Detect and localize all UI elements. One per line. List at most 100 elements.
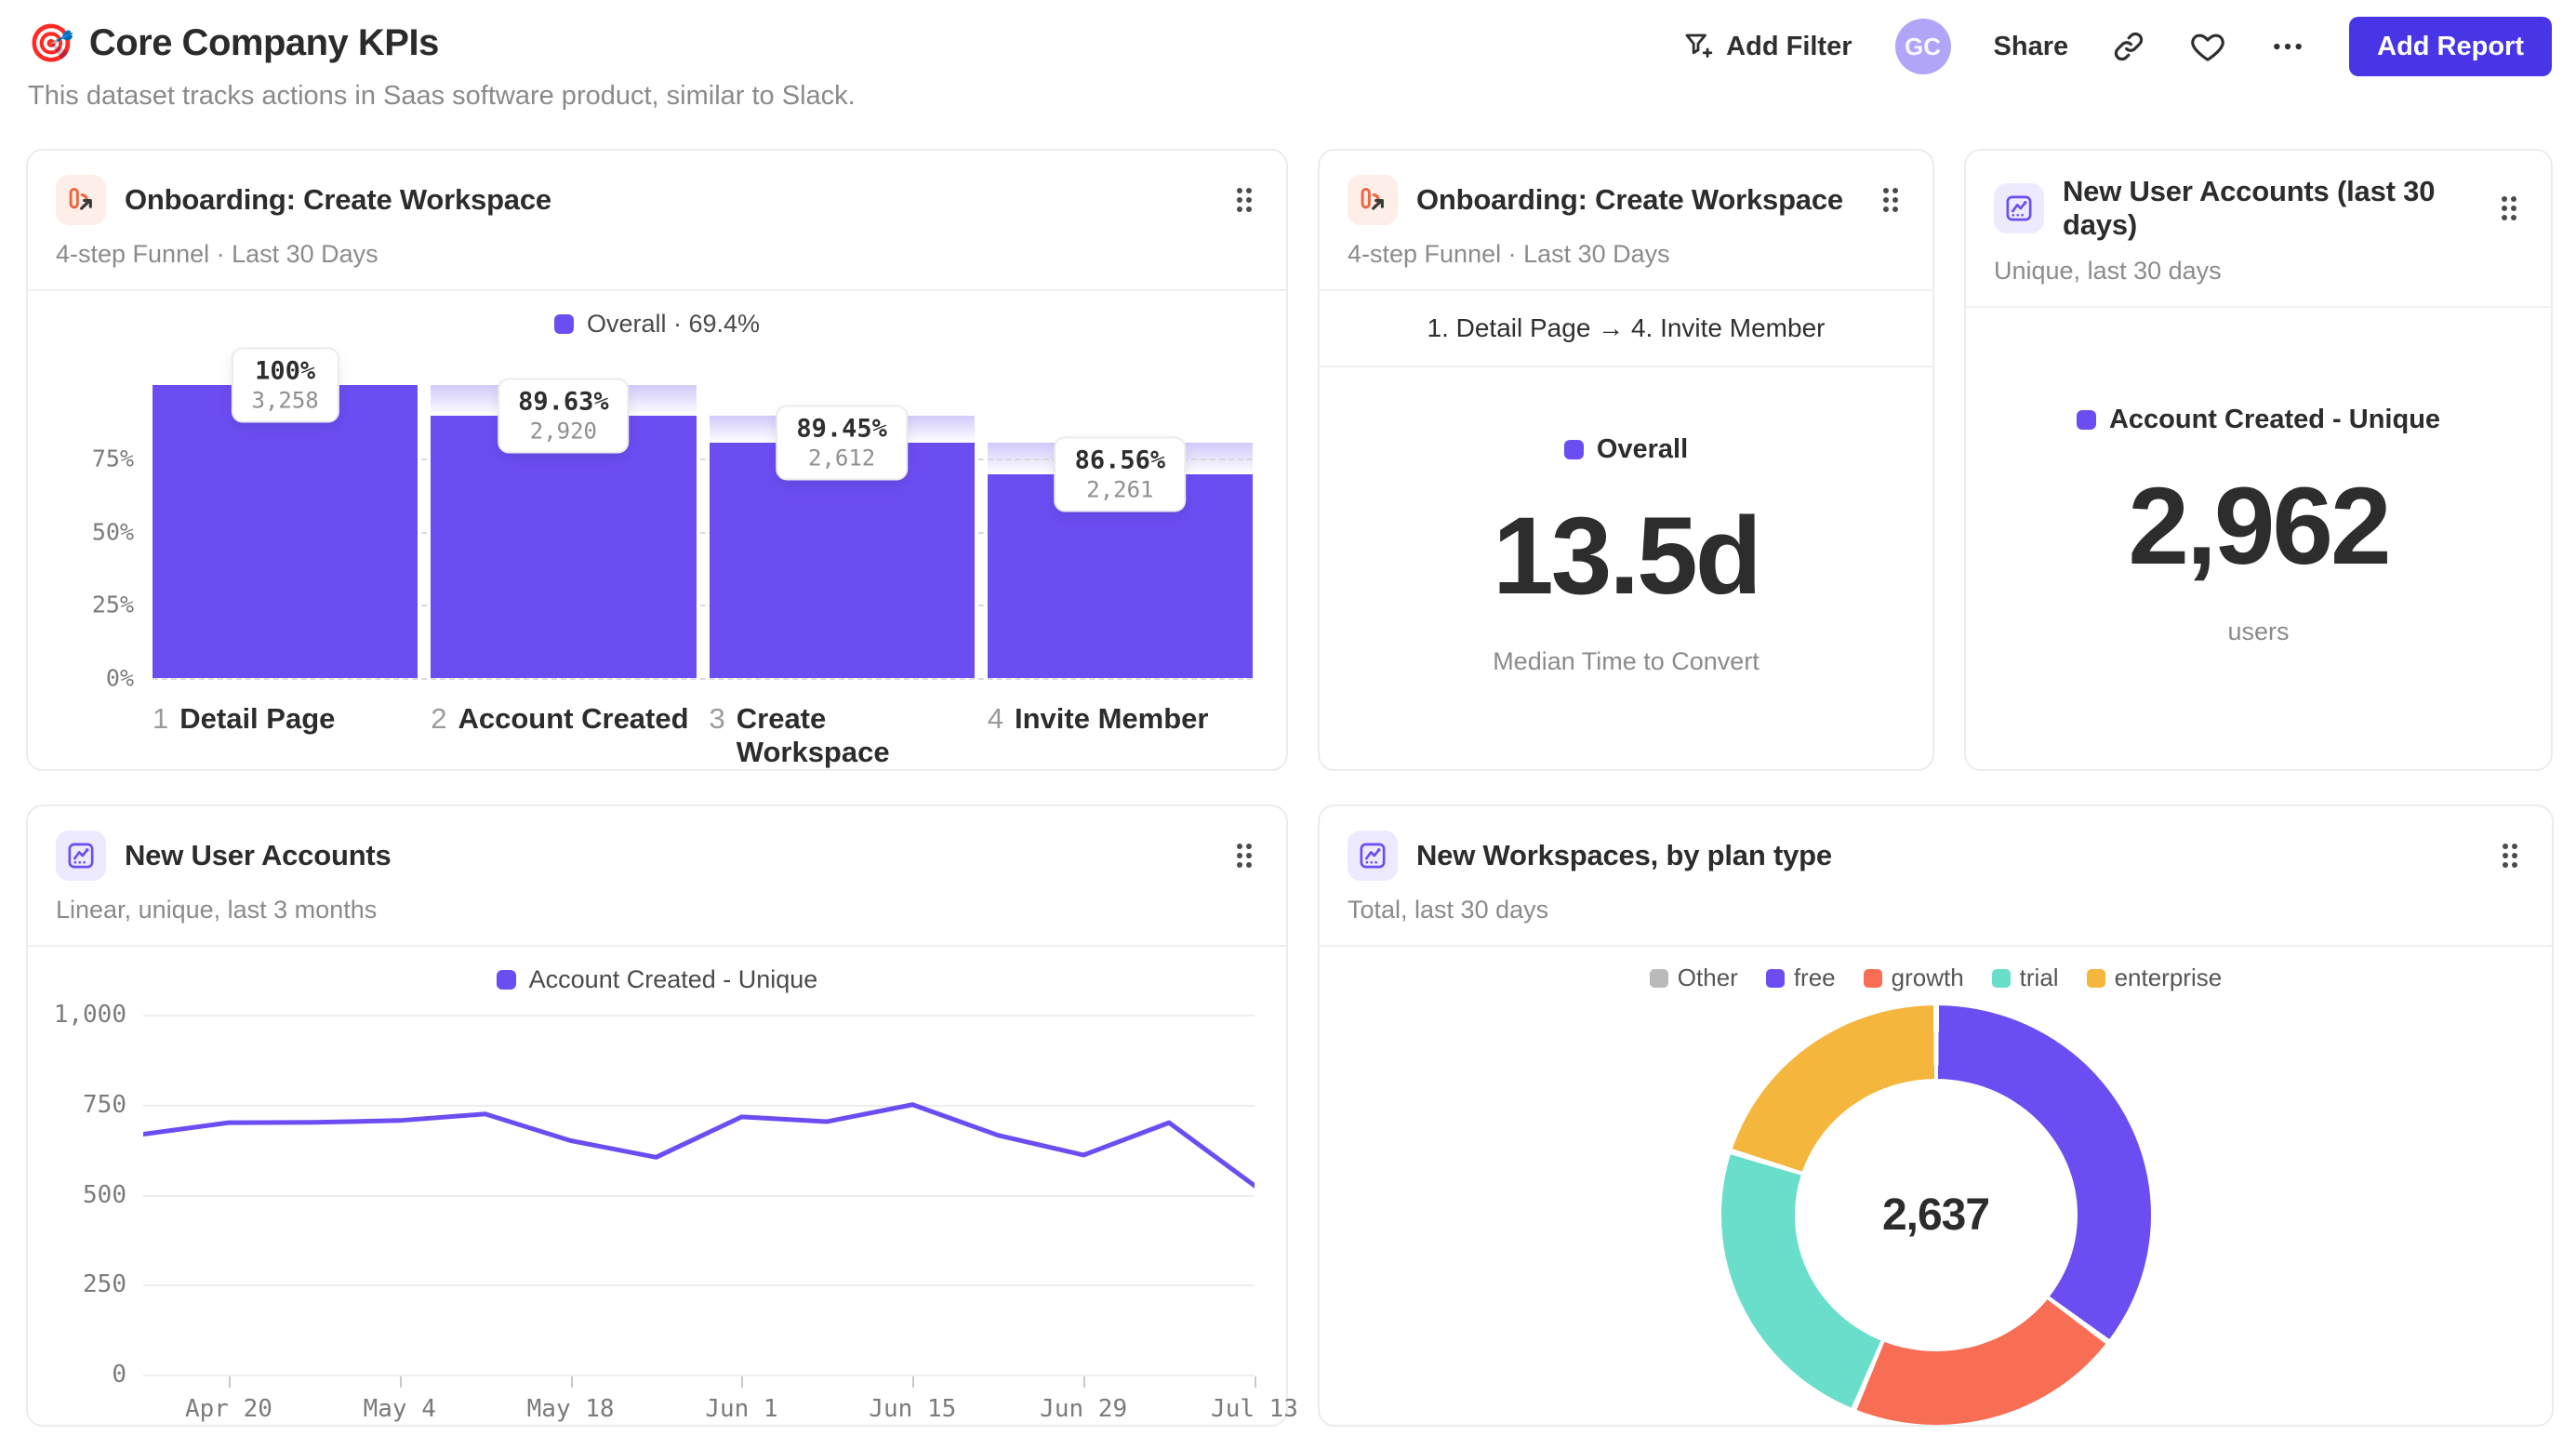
funnel-report-icon [1348, 175, 1398, 225]
funnel-y-tick-label: 50% [91, 518, 134, 545]
donut-legend-item[interactable]: enterprise [2086, 964, 2222, 992]
line-x-tick [741, 1376, 744, 1389]
funnel-step-number: 4 [987, 702, 1003, 735]
funnel-bar[interactable] [153, 385, 418, 678]
line-x-tick [228, 1376, 231, 1389]
card-title: New Workspaces, by plan type [1416, 839, 1832, 871]
favorite-button[interactable] [2189, 28, 2226, 65]
line-chart: 1,000 750 500 250 0 [46, 1001, 1258, 1389]
funnel-conversion-pct: 100% [255, 356, 316, 386]
add-report-button[interactable]: Add Report [2349, 17, 2552, 76]
link-icon [2111, 29, 2146, 64]
funnel-step-name: Create Workspace [736, 702, 890, 768]
copy-link-button[interactable] [2111, 29, 2146, 64]
legend-label: Overall · 69.4% [586, 310, 761, 338]
funnel-gridline [153, 678, 1253, 680]
line-x-tick [912, 1376, 915, 1389]
metric-legend: Overall [1563, 434, 1689, 465]
funnel-bar-label: 100% 3,258 [231, 347, 339, 423]
legend-label: free [1793, 964, 1836, 991]
donut-legend-item[interactable]: growth [1863, 964, 1964, 992]
funnel-y-tick-label: 25% [91, 591, 134, 618]
funnel-bar[interactable] [709, 443, 975, 678]
line-x-tick-label: May 4 [363, 1395, 436, 1424]
funnel-bar-label: 89.45% 2,612 [776, 405, 908, 481]
drag-handle-icon[interactable] [1230, 182, 1258, 218]
line-y-tick-label: 250 [83, 1270, 126, 1299]
funnel-bar[interactable] [431, 415, 697, 678]
line-x-tick [399, 1376, 402, 1389]
funnel-count: 2,920 [529, 418, 597, 445]
line-gridline [143, 1015, 1255, 1017]
funnel-step-column: 89.63% 2,920 [431, 378, 697, 678]
insights-report-icon [1994, 183, 2044, 233]
funnel-step-label: 1 Detail Page [153, 702, 418, 769]
line-x-tick-label: Jun 15 [869, 1395, 957, 1424]
donut-legend-item[interactable]: Other [1649, 964, 1738, 992]
legend-swatch [1563, 440, 1584, 459]
card-median-time: Onboarding: Create Workspace 4-step Funn… [1318, 149, 1934, 771]
card-subtitle: Total, last 30 days [1348, 896, 1549, 924]
drag-handle-icon[interactable] [2496, 838, 2524, 873]
card-new-users-trend: New User Accounts Linear, unique, last 3… [26, 804, 1298, 1427]
drag-handle-icon[interactable] [1230, 838, 1258, 873]
line-series [143, 1015, 1255, 1375]
share-button[interactable]: Share [1994, 32, 2069, 62]
legend-swatch [553, 314, 574, 334]
funnel-bar-label: 89.63% 2,920 [498, 378, 630, 454]
line-gridline [143, 1194, 1255, 1197]
funnel-conversion-pct: 86.56% [1074, 445, 1166, 475]
drag-handle-icon[interactable] [1877, 182, 1905, 218]
legend-swatch [1765, 968, 1785, 988]
funnel-step-number: 3 [709, 702, 725, 735]
funnel-report-icon [56, 175, 106, 225]
line-gridline [143, 1375, 1255, 1377]
line-gridline [143, 1104, 1255, 1107]
line-x-tick [1255, 1376, 1256, 1389]
donut-legend: Other free growth trial enterprise [1320, 947, 2552, 992]
header-actions: Add Filter GC Share [1681, 17, 2552, 76]
card-title: New User Accounts [125, 839, 392, 871]
insights-report-icon [56, 831, 106, 881]
share-label: Share [1993, 31, 2069, 61]
funnel-step-label: 3 Create Workspace [710, 702, 975, 769]
funnel-step-column: 86.56% 2,261 [987, 385, 1253, 678]
funnel-step-label: 2 Account Created [431, 702, 696, 769]
legend-label: trial [2019, 964, 2059, 991]
line-y-tick-label: 500 [83, 1180, 126, 1209]
funnel-plot: 100% 3,258 89.63% 2,920 89.45% 2,612 86.56% 2,2… [153, 347, 1253, 680]
funnel-step-number: 1 [153, 702, 169, 735]
drag-handle-icon[interactable] [2495, 191, 2523, 226]
legend-swatch [1649, 968, 1668, 988]
card-subtitle: 4-step Funnel · Last 30 Days [1348, 240, 1670, 268]
card-subtitle: 4-step Funnel · Last 30 Days [56, 240, 378, 268]
avatar[interactable]: GC [1894, 19, 1951, 74]
add-filter-button[interactable]: Add Filter [1681, 30, 1852, 63]
metric-caption: Median Time to Convert [1493, 647, 1759, 675]
funnel-x-axis: 1 Detail Page 2 Account Created 3 Create Work… [153, 702, 1253, 769]
donut-legend-item[interactable]: trial [1991, 964, 2059, 992]
card-new-users-30d: New User Accounts (last 30 days) Unique,… [1964, 149, 2553, 771]
filter-plus-icon [1681, 30, 1715, 63]
card-subtitle: Linear, unique, last 3 months [56, 896, 378, 924]
funnel-count: 2,612 [807, 445, 876, 472]
legend-swatch [1991, 968, 2011, 988]
card-funnel: Onboarding: Create Workspace 4-step Funn… [26, 149, 1288, 771]
funnel-chart: 75% 50% 25% 0% 100% 3,258 89.63% 2,920 89.45% 2,… [56, 347, 1253, 692]
line-y-tick-label: 0 [112, 1361, 126, 1389]
heart-icon [2189, 28, 2226, 65]
funnel-step-name: Invite Member [1015, 702, 1209, 735]
card-title: Onboarding: Create Workspace [1416, 183, 1843, 216]
donut-legend-item[interactable]: free [1765, 964, 1836, 992]
more-options-button[interactable] [2269, 28, 2306, 65]
line-y-tick-label: 1,000 [53, 1001, 126, 1029]
line-x-tick-label: Jun 1 [705, 1395, 778, 1424]
page-subtitle: This dataset tracks actions in Saas soft… [28, 81, 856, 111]
line-x-tick [570, 1376, 573, 1389]
line-y-tick-label: 750 [83, 1090, 126, 1119]
funnel-y-axis: 75% 50% 25% 0% [56, 385, 134, 691]
dashboard-target-icon: 🎯 [28, 22, 74, 64]
line-x-tick-label: Jun 29 [1040, 1395, 1128, 1424]
card-subtitle: Unique, last 30 days [1994, 257, 2222, 285]
legend-label: Overall [1596, 434, 1689, 464]
